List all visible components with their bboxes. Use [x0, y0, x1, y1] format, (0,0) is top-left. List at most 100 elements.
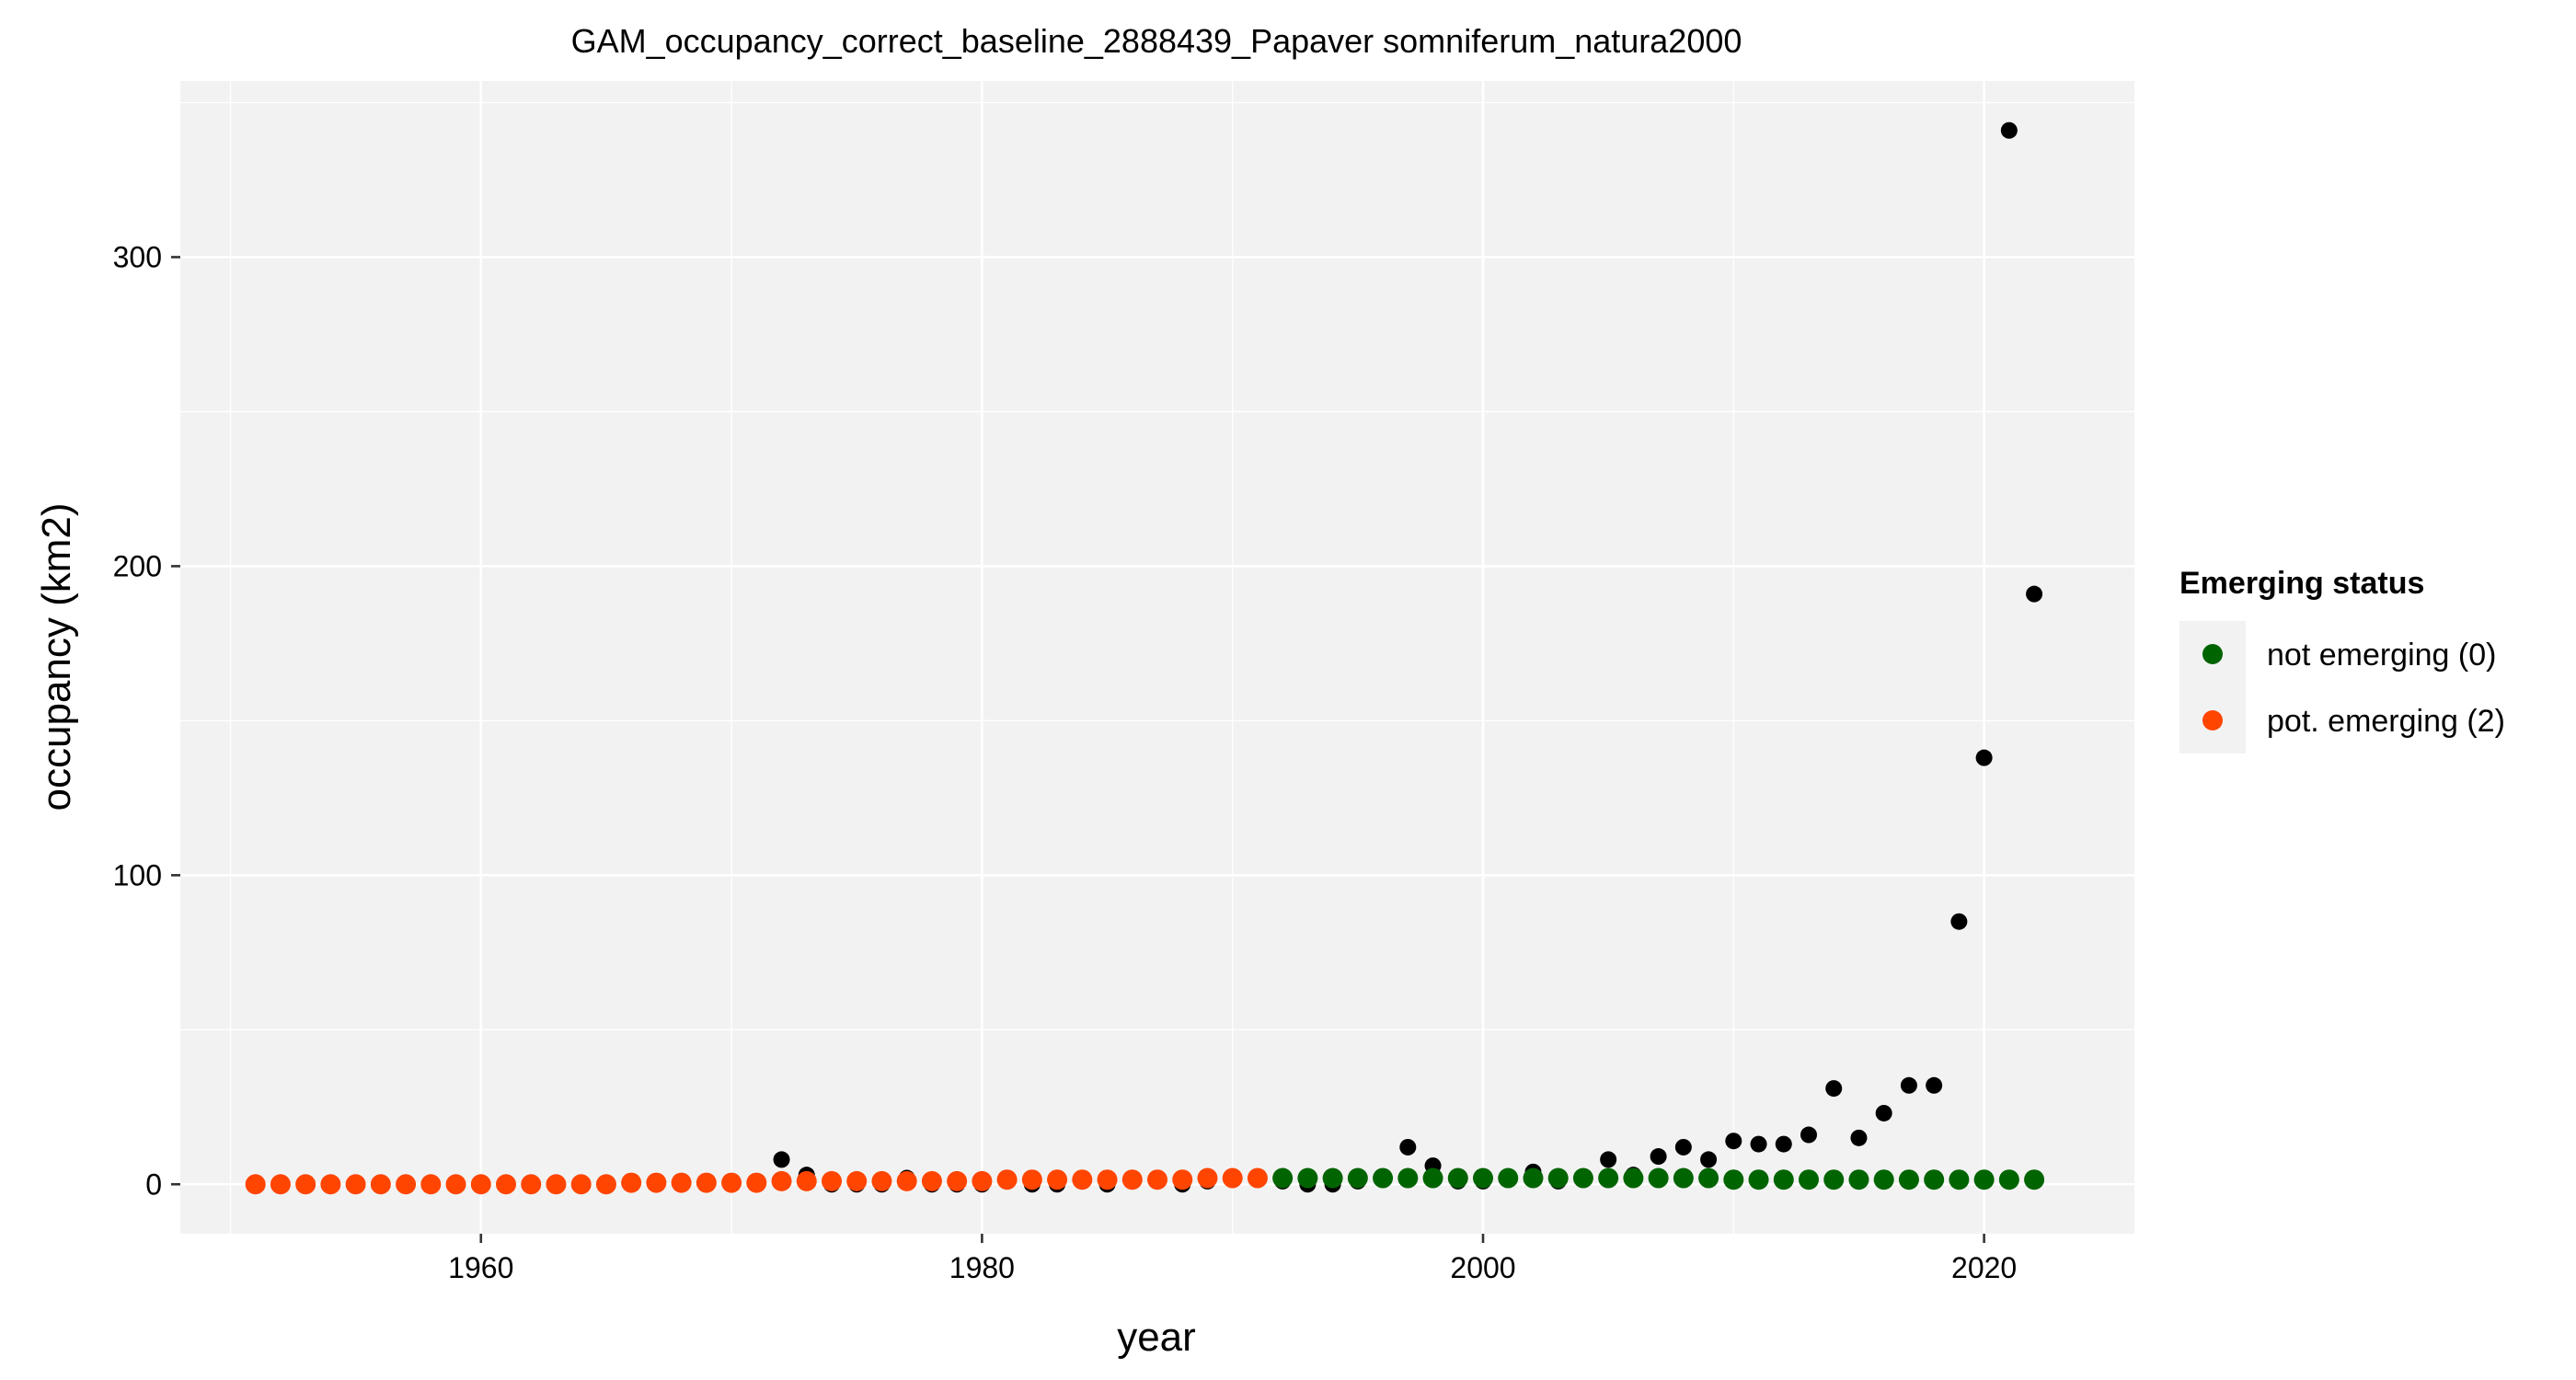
pot-emerging-point [1172, 1169, 1193, 1190]
not-emerging-point [1473, 1167, 1493, 1189]
pot-emerging-point [570, 1174, 592, 1195]
observed-point [1650, 1148, 1667, 1166]
pot-emerging-point [822, 1170, 842, 1191]
observed-point [1825, 1080, 1843, 1098]
not-emerging-point [1397, 1167, 1419, 1189]
not-emerging-point [1773, 1169, 1794, 1190]
y-tick-label: 100 [113, 858, 162, 891]
axis-tick-labels: 1960 1980 2000 2020 0 100 200 300 [113, 240, 2018, 1284]
not-emerging-point [1873, 1169, 1894, 1190]
pot-emerging-point [871, 1170, 892, 1191]
pot-emerging-point [972, 1170, 993, 1191]
pot-emerging-point [396, 1174, 417, 1195]
not-emerging-point [1799, 1169, 1819, 1190]
pot-emerging-point [1222, 1167, 1243, 1189]
legend-panel [2179, 621, 2246, 753]
not-emerging-point [1272, 1167, 1294, 1189]
pot-emerging-point [996, 1169, 1018, 1190]
pot-emerging-point [420, 1174, 442, 1195]
y-tick-label: 0 [145, 1167, 162, 1201]
not-emerging-point [1347, 1167, 1368, 1189]
not-emerging-point [1422, 1167, 1443, 1189]
observed-point [2000, 121, 2018, 139]
observed-point [1900, 1076, 1917, 1094]
not-emerging-point [1949, 1169, 1970, 1190]
observed-point [773, 1151, 790, 1168]
observed-point [1750, 1135, 1767, 1153]
pot-emerging-point [896, 1170, 917, 1191]
observed-point [1875, 1104, 1892, 1121]
pot-emerging-point [496, 1174, 516, 1195]
observed-point [1600, 1151, 1617, 1168]
pot-emerging-point [746, 1172, 767, 1193]
x-tick-label: 1960 [448, 1251, 513, 1284]
not-emerging-point [1848, 1169, 1869, 1190]
observed-point [1399, 1138, 1417, 1156]
legend-key-not-emerging [2202, 644, 2223, 664]
not-emerging-point [1673, 1167, 1694, 1189]
observed-point [1800, 1126, 1817, 1144]
not-emerging-point [1547, 1167, 1569, 1189]
pot-emerging-point [921, 1170, 942, 1191]
y-axis-title: occupancy (km2) [34, 502, 79, 811]
pot-emerging-point [595, 1174, 616, 1195]
not-emerging-point [1598, 1167, 1619, 1189]
pot-emerging-point [1197, 1167, 1218, 1189]
pot-emerging-point [771, 1170, 792, 1191]
not-emerging-point [1898, 1169, 1919, 1190]
not-emerging-point [1447, 1167, 1468, 1189]
not-emerging-point [1748, 1169, 1769, 1190]
pot-emerging-point [521, 1174, 542, 1195]
pot-emerging-point [320, 1174, 341, 1195]
legend-label-pot-emerging: pot. emerging (2) [2267, 704, 2505, 739]
not-emerging-point [1998, 1169, 2019, 1190]
not-emerging-point [1924, 1169, 1945, 1190]
not-emerging-point [1623, 1167, 1644, 1189]
not-emerging-point [1498, 1167, 1519, 1189]
observed-point [1700, 1151, 1718, 1168]
pot-emerging-point [671, 1172, 692, 1193]
not-emerging-point [1322, 1167, 1343, 1189]
not-emerging-point [1723, 1169, 1744, 1190]
chart-title: GAM_occupancy_correct_baseline_2888439_P… [571, 22, 1742, 60]
not-emerging-point [1297, 1167, 1318, 1189]
observed-point [1926, 1076, 1943, 1094]
pot-emerging-point [646, 1172, 667, 1193]
observed-point [1950, 913, 1968, 930]
x-tick-label: 1980 [949, 1251, 1015, 1284]
legend-key-pot-emerging [2202, 710, 2223, 730]
observed-point [1775, 1135, 1792, 1153]
pot-emerging-point [245, 1174, 266, 1195]
legend-label-not-emerging: not emerging (0) [2267, 638, 2496, 673]
pot-emerging-point [696, 1172, 717, 1193]
pot-emerging-point [721, 1172, 742, 1193]
pot-emerging-point [1147, 1169, 1167, 1190]
pot-emerging-point [947, 1170, 968, 1191]
x-axis-title: year [1117, 1315, 1196, 1360]
pot-emerging-point [546, 1174, 567, 1195]
pot-emerging-point [1097, 1169, 1118, 1190]
pot-emerging-point [270, 1174, 291, 1195]
observed-point [2026, 585, 2043, 603]
not-emerging-point [1373, 1167, 1394, 1189]
x-tick-label: 2000 [1450, 1251, 1515, 1284]
not-emerging-point [1572, 1167, 1593, 1189]
pot-emerging-point [1047, 1169, 1068, 1190]
x-tick-label: 2020 [1951, 1251, 2017, 1284]
observed-point [1975, 749, 1993, 766]
legend-title: Emerging status [2179, 566, 2424, 601]
not-emerging-point [1648, 1167, 1669, 1189]
observed-point [1674, 1138, 1692, 1156]
pot-emerging-point [445, 1174, 466, 1195]
pot-emerging-point [370, 1174, 391, 1195]
y-tick-label: 200 [113, 549, 162, 582]
observed-point [1850, 1129, 1868, 1146]
not-emerging-point [2024, 1169, 2045, 1190]
legend: Emerging status not emerging (0) pot. em… [2179, 566, 2505, 753]
axis-ticks [171, 256, 1985, 1243]
not-emerging-point [1523, 1167, 1544, 1189]
not-emerging-point [1698, 1167, 1719, 1189]
pot-emerging-point [621, 1172, 642, 1193]
observed-point [1725, 1133, 1742, 1150]
